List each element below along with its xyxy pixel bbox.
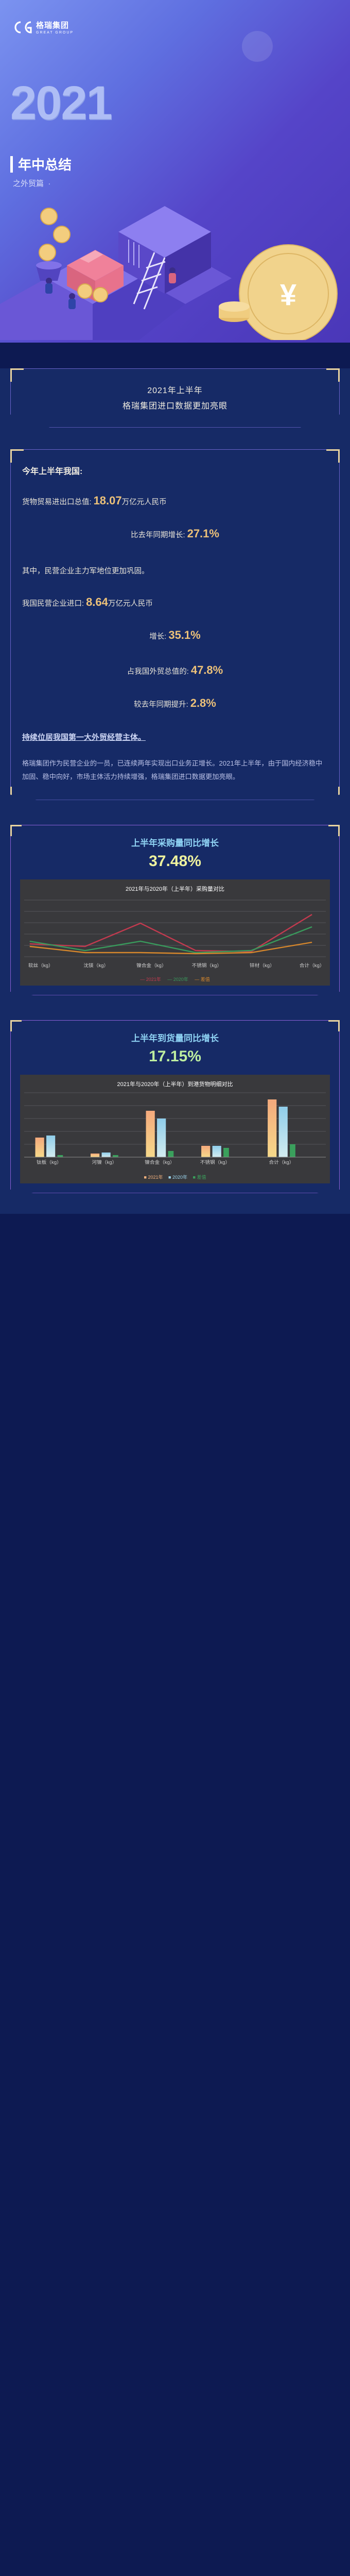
svg-text:不锈钢（kg）: 不锈钢（kg） — [200, 1159, 231, 1165]
svg-text:软丝（kg）: 软丝（kg） — [28, 962, 54, 968]
svg-text:镍合金（kg）: 镍合金（kg） — [145, 1159, 175, 1165]
svg-text:钛板（kg）: 钛板（kg） — [37, 1159, 62, 1165]
svg-text:镍合金（kg）: 镍合金（kg） — [136, 962, 167, 968]
svg-text:不锈钢（kg）: 不锈钢（kg） — [192, 962, 222, 968]
svg-text:合计（kg）: 合计（kg） — [300, 962, 325, 968]
svg-text:锌材（kg）: 锌材（kg） — [250, 962, 275, 968]
svg-text:¥: ¥ — [280, 278, 296, 312]
svg-text:沈镁（kg）: 沈镁（kg） — [83, 962, 109, 968]
svg-text:合计（kg）: 合计（kg） — [269, 1159, 294, 1165]
svg-text:河镍（kg）: 河镍（kg） — [92, 1159, 117, 1165]
